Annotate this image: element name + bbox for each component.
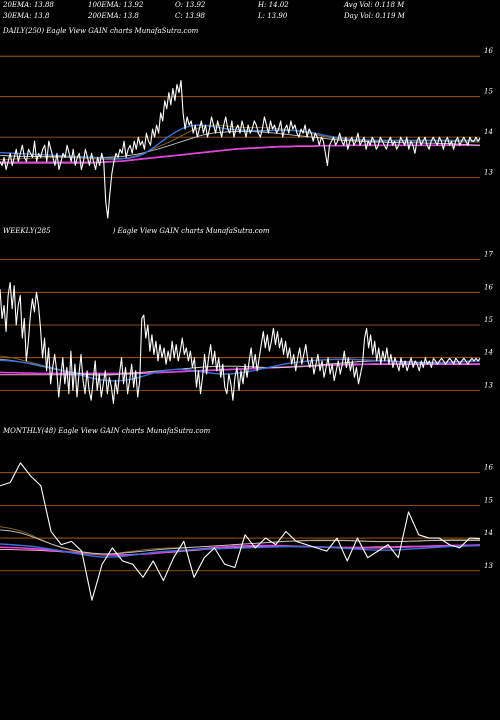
weekly-y-tick-label: 15 [484,316,493,324]
daily-y-tick-label: 16 [484,47,493,55]
monthly-y-tick-label: 16 [484,464,493,472]
daily-y-tick-label: 14 [484,128,493,136]
daily-chart-title: DAILY(250) Eagle View GAIN charts Munafa… [3,27,199,35]
weekly-title-suffix: ) Eagle View GAIN charts MunafaSutra.com [112,227,270,235]
close-label: C: 13.98 [175,12,205,20]
high-label: H: 14.02 [258,1,289,9]
monthly-ma-mid-line [0,529,480,555]
daily-price-line [0,79,481,219]
daily-y-tick-label: 13 [484,169,493,177]
daily-chart: 13 14 15 16 [0,47,493,219]
monthly-ma-magenta-line [0,544,481,556]
daily-y-tick-label: 15 [484,88,493,96]
open-label: O: 13.92 [175,1,206,9]
low-label: L: 13.90 [258,12,288,20]
ema30-label: 30EMA: 13.8 [3,12,50,20]
monthly-y-tick-label: 13 [484,562,493,570]
monthly-chart: 13 14 15 16 [0,462,493,601]
weekly-y-tick-label: 13 [484,381,493,389]
avg-vol-label: Avg Vol: 0.118 M [344,1,405,9]
ema20-label: 20EMA: 13.88 [3,1,54,9]
ema100-label: 100EMA: 13.92 [88,1,144,9]
monthly-y-tick-label: 15 [484,496,493,504]
monthly-chart-title: MONTHLY(48) Eagle View GAIN charts Munaf… [3,427,211,435]
weekly-price-line [0,281,481,405]
ema200-label: 200EMA: 13.8 [88,12,139,20]
monthly-y-tick-label: 14 [484,529,493,537]
monthly-price-line [0,462,481,601]
day-vol-label: Day Vol: 0.119 M [344,12,405,20]
weekly-y-tick-label: 14 [484,349,493,357]
weekly-y-tick-label: 17 [484,251,493,259]
weekly-chart-title: WEEKLY(285 ) Eagle View GAIN charts Munaf… [3,227,270,235]
weekly-chart: 13 14 15 16 17 [0,251,493,405]
weekly-y-tick-label: 16 [484,283,493,291]
weekly-title-prefix: WEEKLY(285 [3,227,51,235]
